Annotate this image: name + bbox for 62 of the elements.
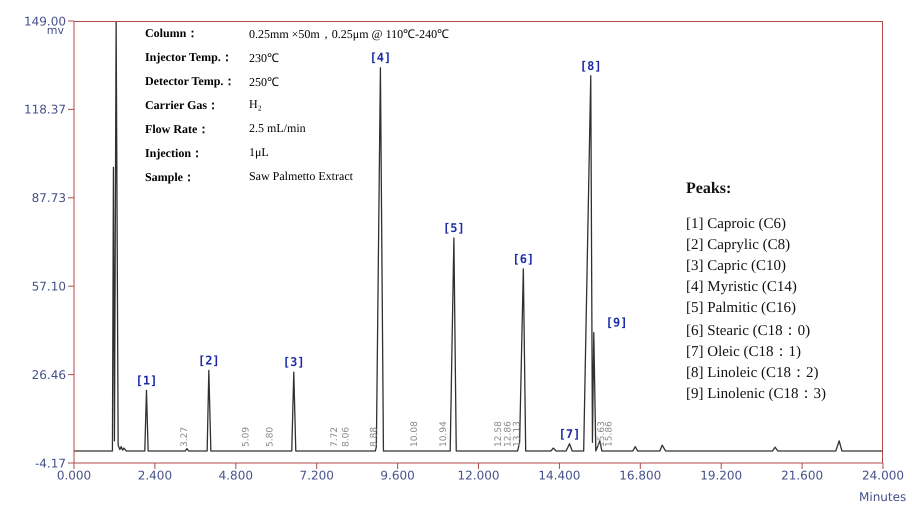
annotation: [1] Caproic (C6) [686, 216, 786, 232]
annotation: Saw Palmetto Extract [249, 169, 353, 183]
annotation: [5] Palmitic (C16) [686, 300, 796, 316]
annotation: 0.25mm ×50m，0.25μm @ 110℃-240℃ [249, 27, 450, 41]
annotation: 13.13 [512, 421, 523, 447]
x-tick-label: 16.800 [619, 468, 662, 483]
x-tick-label: 19.200 [700, 468, 742, 483]
y-tick-label: 57.10 [32, 279, 66, 294]
annotation: 12.58 [494, 420, 504, 447]
x-tick-label: 4.800 [218, 468, 253, 483]
annotation: Column： [145, 26, 198, 40]
annotation: [4] [370, 50, 392, 65]
annotation: 7.72 [330, 426, 340, 447]
annotation: [2] Caprylic (C8) [686, 237, 790, 253]
y-tick-label: 87.73 [32, 191, 66, 206]
annotation: [9] Linolenic (C18：3) [686, 386, 826, 402]
annotation: [7] Oleic (C18：1) [686, 344, 801, 360]
x-tick-label: 12.000 [458, 468, 500, 483]
x-tick-label: 9.600 [380, 468, 415, 483]
annotation: 10.08 [410, 420, 420, 447]
annotation: Sample： [145, 170, 196, 184]
annotation: [8] [580, 58, 602, 73]
x-axis-title: Minutes [859, 490, 906, 504]
annotation: 3.27 [180, 426, 190, 447]
annotation: [4] Myristic (C14) [686, 279, 797, 295]
x-tick-label: 14.400 [538, 468, 580, 483]
annotation: 230℃ [249, 51, 279, 65]
annotation: 10.94 [438, 420, 449, 447]
y-tick-label: 26.46 [32, 368, 66, 382]
annotation: [1] [136, 373, 158, 388]
annotation: 1μL [249, 145, 269, 159]
x-tick-label: 0.000 [56, 468, 92, 483]
annotation: 15.86 [604, 420, 615, 447]
annotation: [8] Linoleic (C18：2) [686, 365, 818, 381]
annotation: Detector Temp.： [145, 74, 236, 88]
annotation: Injector Temp.： [145, 50, 233, 64]
annotation: Flow Rate： [145, 122, 210, 136]
annotation: [3] Capric (C10) [686, 258, 786, 274]
annotation: 250℃ [249, 75, 279, 89]
annotation: 5.80 [266, 426, 276, 447]
annotation: [2] [198, 353, 220, 368]
annotation: [6] [512, 252, 534, 266]
annotation: 8.88 [369, 426, 380, 447]
annotation: 12.86 [503, 420, 514, 447]
annotation: H₂ [249, 97, 262, 111]
x-tick-label: 2.400 [138, 468, 172, 483]
annotation: Carrier Gas： [145, 98, 220, 112]
x-tick-label: 21.600 [781, 468, 824, 483]
annotation: Injection： [145, 146, 203, 160]
annotation: [3] [282, 355, 305, 370]
x-tick-label: 7.200 [300, 468, 334, 483]
annotation: [5] [443, 221, 465, 236]
annotation: 8.06 [342, 426, 352, 447]
annotation: Peaks: [686, 180, 732, 197]
annotation: [9] [606, 316, 628, 330]
annotation: [6] Stearic (C18：0) [686, 323, 810, 339]
annotation: 2.5 mL/min [249, 121, 306, 135]
annotation: 5.09 [242, 426, 252, 447]
y-tick-label: 118.37 [24, 102, 66, 117]
annotation: [7] [558, 426, 580, 441]
x-tick-label: 24.000 [862, 468, 904, 483]
y-tick-label: -4.17 [34, 456, 66, 470]
